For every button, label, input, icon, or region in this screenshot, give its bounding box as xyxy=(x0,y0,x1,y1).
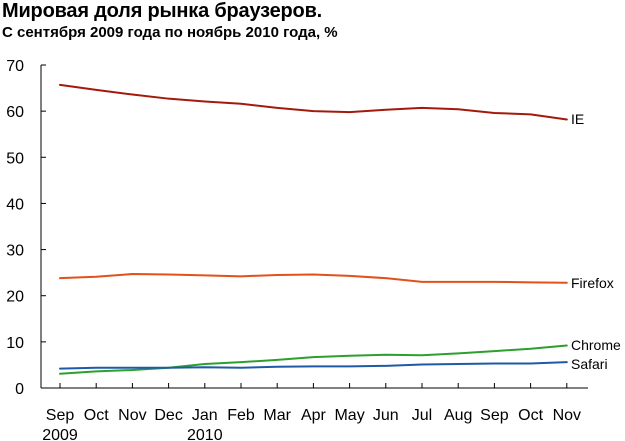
series-line-safari xyxy=(59,361,568,370)
x-year-label: 2009 xyxy=(42,427,78,441)
y-tick-label: 20 xyxy=(6,289,24,306)
x-tick-label: Mar xyxy=(263,407,291,424)
series-label-firefox: Firefox xyxy=(571,275,614,291)
x-tick-label: May xyxy=(334,407,364,424)
chart-subtitle: С сентября 2009 года по ноябрь 2010 года… xyxy=(2,24,338,41)
series-line-ie xyxy=(59,83,568,121)
y-tick-label: 50 xyxy=(6,150,24,167)
series-label-safari: Safari xyxy=(571,356,608,372)
x-tick-label: Feb xyxy=(227,407,255,424)
x-tick-label: Sep xyxy=(480,407,509,424)
x-tick-label: Aug xyxy=(444,407,472,424)
x-tick-label: Jan xyxy=(192,407,218,424)
y-tick-label: 40 xyxy=(6,196,24,213)
x-tick-label: Apr xyxy=(301,407,327,424)
series-lines xyxy=(59,83,568,375)
y-tick-label: 10 xyxy=(6,335,24,352)
x-tick-label: Jun xyxy=(373,407,399,424)
x-year-label: 2010 xyxy=(187,427,223,441)
chart-title: Мировая доля рынка браузеров. xyxy=(2,0,323,22)
series-labels: IE Firefox Chrome Safari xyxy=(571,111,621,372)
x-tick-label: Sep xyxy=(46,407,75,424)
x-tick-label: Nov xyxy=(553,407,581,424)
x-tick-label: Nov xyxy=(118,407,146,424)
series-line-firefox xyxy=(59,273,568,284)
x-tick-label: Dec xyxy=(154,407,182,424)
x-tick-label: Jul xyxy=(412,407,432,424)
y-tick-label: 60 xyxy=(6,104,24,121)
x-tick-label: Oct xyxy=(84,407,109,424)
y-tick-label: 70 xyxy=(6,58,24,75)
x-tick-label: Oct xyxy=(518,407,543,424)
series-label-chrome: Chrome xyxy=(571,337,621,353)
series-label-ie: IE xyxy=(571,111,584,127)
y-tick-label: 30 xyxy=(6,243,24,260)
x-axis-ticks: Sep Oct Nov Dec Jan Feb Mar Apr May Jun Jul Aug Sep O… xyxy=(42,383,581,441)
y-axis-ticks: 0 10 20 30 40 50 60 70 xyxy=(6,58,46,398)
y-tick-label: 0 xyxy=(15,381,24,398)
series-line-chrome xyxy=(59,344,568,375)
